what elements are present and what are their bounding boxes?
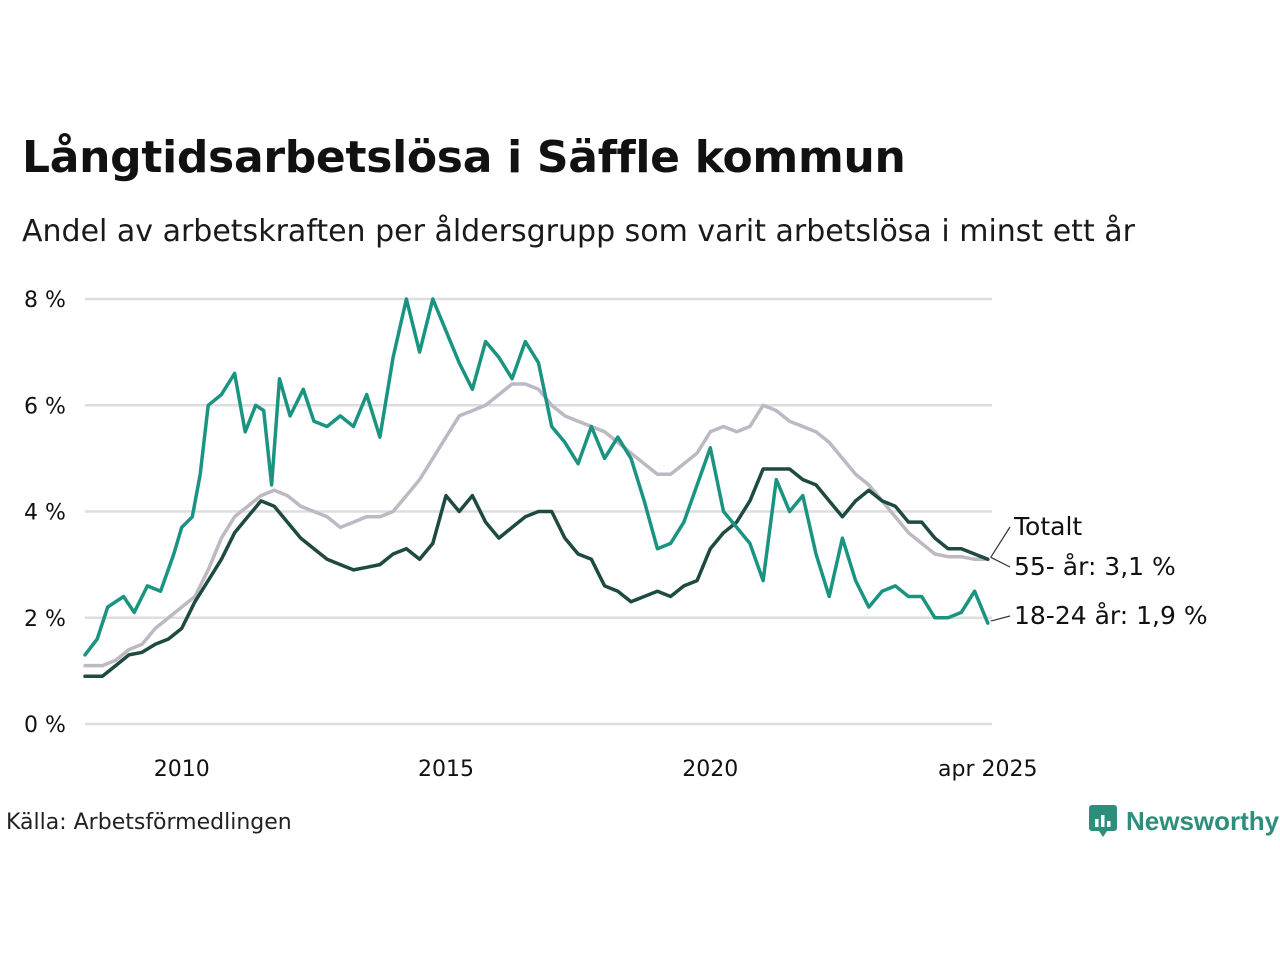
x-tick-label: apr 2025 [938,757,1037,782]
label-leader-line [990,556,1011,568]
x-tick-label: 2020 [682,757,738,782]
grid-layer: 0 % 2 % 4 % 6 % 8 % 2010 2015 2020 apr 2025 [24,288,1038,782]
series-label-senior: 55- år: 3,1 % [1014,552,1176,581]
source-note: Källa: Arbetsförmedlingen [6,810,292,835]
series-label-youth: 18-24 år: 1,9 % [1014,601,1208,630]
x-tick-label: 2015 [418,757,474,782]
series-layer [83,297,990,678]
brand-name: Newsworthy [1126,805,1280,836]
chart-subtitle: Andel av arbetskraften per åldersgrupp s… [22,214,1135,249]
label-leader-line [990,526,1011,558]
y-tick-label: 2 % [24,607,66,632]
chart-title: Långtidsarbetslösa i Säffle kommun [22,132,906,183]
series-label-total: Totalt [1013,512,1082,541]
newsworthy-logo-icon [1089,805,1117,837]
y-tick-label: 0 % [24,713,66,738]
series-line-youth [83,297,990,657]
label-layer: Totalt 55- år: 3,1 % 18-24 år: 1,9 % [990,512,1208,630]
y-tick-label: 4 % [24,501,66,526]
x-tick-label: 2010 [154,757,210,782]
label-leader-line [990,615,1011,622]
series-line-total [83,382,990,668]
y-tick-label: 6 % [24,394,66,419]
y-tick-label: 8 % [24,288,66,313]
series-line-senior [83,467,990,678]
brand-logo: Newsworthy [1088,804,1279,838]
